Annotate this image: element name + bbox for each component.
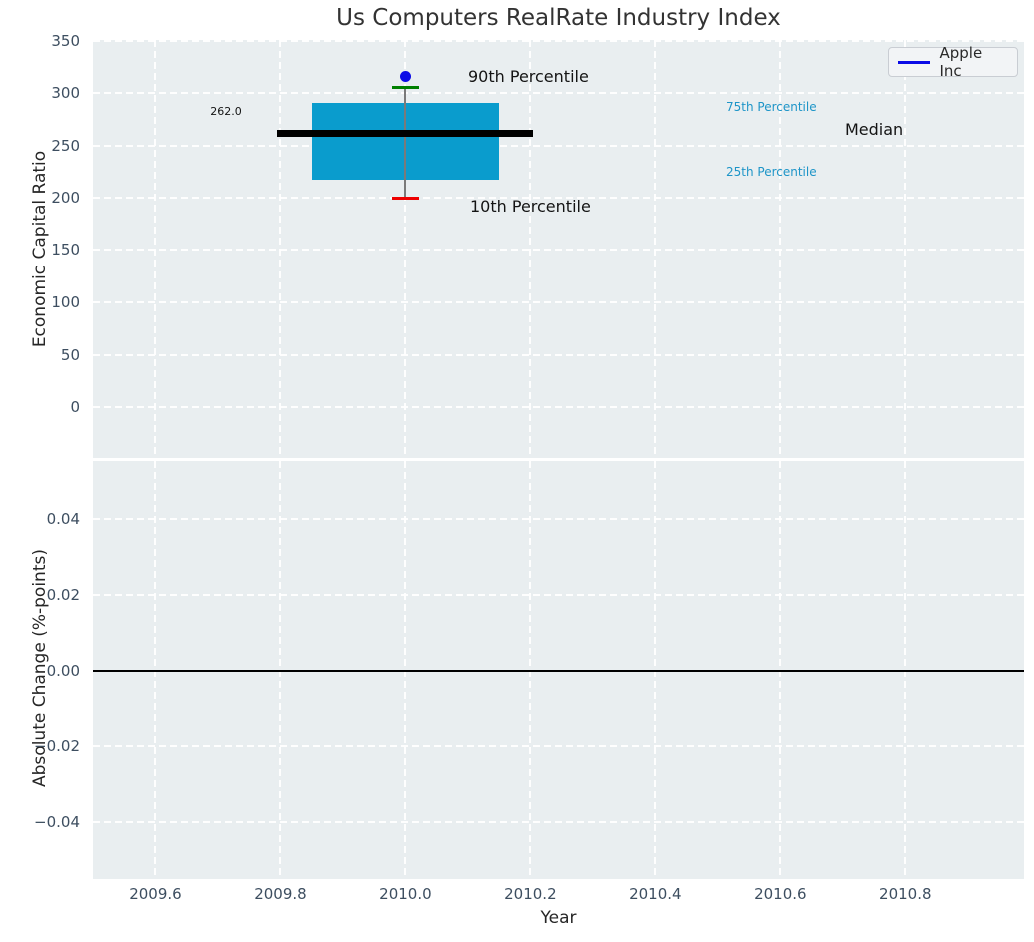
x-tick-label: 2009.8 bbox=[254, 885, 307, 903]
h-gridline bbox=[93, 518, 1024, 521]
y-tick-label-top: 100 bbox=[51, 293, 80, 312]
h-gridline bbox=[93, 593, 1024, 596]
median-line bbox=[277, 129, 534, 137]
p10-annotation: 10th Percentile bbox=[470, 197, 591, 216]
y-tick-label-top: 200 bbox=[51, 188, 80, 207]
y-tick-label-bottom: 0.00 bbox=[46, 661, 80, 680]
whisker-line bbox=[404, 87, 407, 199]
p90-annotation: 90th Percentile bbox=[468, 67, 589, 86]
apple-data-point bbox=[399, 71, 411, 83]
y-tick-label-bottom: −0.04 bbox=[34, 812, 80, 831]
y-tick-label-top: 150 bbox=[51, 241, 80, 260]
y-tick-label-bottom: −0.02 bbox=[34, 737, 80, 756]
v-gridline bbox=[904, 40, 907, 458]
h-gridline bbox=[93, 40, 1024, 43]
x-tick-label: 2010.0 bbox=[379, 885, 432, 903]
v-gridline bbox=[654, 40, 657, 458]
v-gridline bbox=[279, 40, 282, 458]
whisker-cap-10th bbox=[392, 197, 419, 201]
y-tick-label-top: 350 bbox=[51, 32, 80, 51]
y-tick-label-bottom: 0.02 bbox=[46, 585, 80, 604]
apple-line-swatch-icon bbox=[898, 60, 931, 64]
y-tick-label-bottom: 0.04 bbox=[46, 510, 80, 529]
p75-annotation: 75th Percentile bbox=[726, 100, 817, 114]
x-tick-label: 2010.2 bbox=[504, 885, 557, 903]
h-gridline bbox=[93, 92, 1024, 95]
top-axes-panel bbox=[93, 40, 1024, 458]
legend-label: Apple Inc bbox=[939, 44, 983, 80]
y-tick-label-top: 300 bbox=[51, 84, 80, 103]
h-gridline bbox=[93, 301, 1024, 304]
median-value-annotation: 262.0 bbox=[210, 105, 242, 118]
h-gridline bbox=[93, 820, 1024, 823]
x-tick-label: 2010.6 bbox=[754, 885, 807, 903]
h-gridline bbox=[93, 144, 1024, 147]
p25-annotation: 25th Percentile bbox=[726, 165, 817, 179]
h-gridline bbox=[93, 196, 1024, 199]
chart-title: Us Computers RealRate Industry Index bbox=[336, 5, 781, 31]
x-tick-label: 2010.4 bbox=[629, 885, 682, 903]
x-tick-label: 2010.8 bbox=[879, 885, 932, 903]
h-gridline bbox=[93, 249, 1024, 252]
y-tick-label-top: 250 bbox=[51, 136, 80, 155]
zero-line bbox=[93, 669, 1024, 672]
h-gridline bbox=[93, 353, 1024, 356]
whisker-cap-90th bbox=[392, 85, 419, 89]
h-gridline bbox=[93, 405, 1024, 408]
bottom-axes-panel bbox=[93, 461, 1024, 879]
v-gridline bbox=[154, 40, 157, 458]
x-axis-label: Year bbox=[540, 908, 577, 928]
v-gridline bbox=[404, 40, 407, 458]
y-tick-label-top: 0 bbox=[70, 397, 80, 416]
v-gridline bbox=[529, 40, 532, 458]
legend: Apple Inc bbox=[888, 44, 1018, 80]
h-gridline bbox=[93, 745, 1024, 748]
x-tick-label: 2009.6 bbox=[129, 885, 182, 903]
y-tick-label-top: 50 bbox=[60, 345, 80, 364]
v-gridline bbox=[779, 40, 782, 458]
median-annotation: Median bbox=[845, 120, 904, 139]
